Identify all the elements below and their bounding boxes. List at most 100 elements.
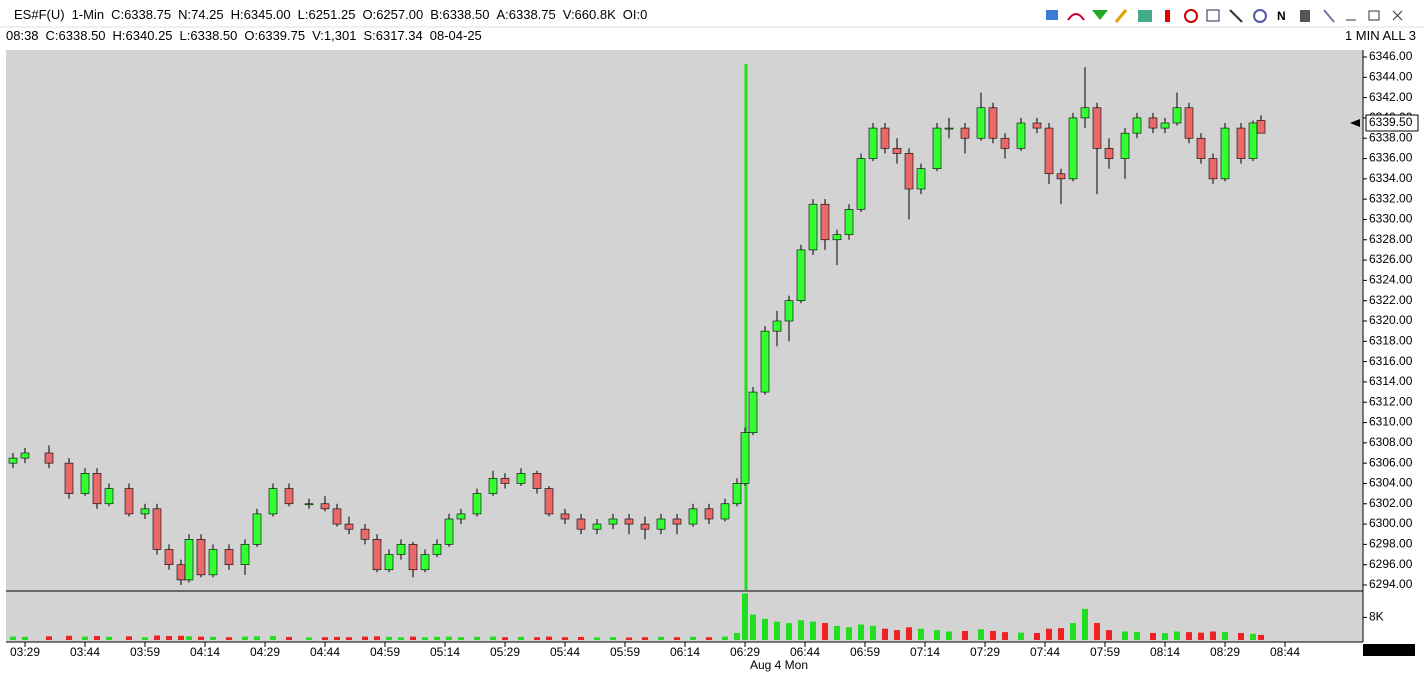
volume-bar: [1198, 632, 1204, 640]
volume-bar: [1150, 632, 1156, 640]
candle-body: [1104, 148, 1114, 159]
candle-body: [472, 493, 482, 515]
volume-bar: [774, 621, 780, 640]
volume-bar: [1070, 623, 1076, 640]
tool-icon[interactable]: [1067, 13, 1085, 21]
y-tick-label: 6298.00: [1369, 537, 1413, 551]
tool-icon[interactable]: [1138, 10, 1152, 22]
header-field: H:6345.00: [230, 7, 291, 22]
volume-bar: [22, 636, 28, 640]
tool-icon[interactable]: [1229, 9, 1243, 23]
tool-icon[interactable]: N: [1277, 9, 1286, 23]
volume-bar: [166, 636, 172, 640]
tool-icon[interactable]: [1253, 9, 1267, 23]
x-tick-label: 03:29: [10, 645, 40, 659]
volume-bar: [82, 636, 88, 640]
volume-bar: [962, 630, 968, 640]
symbol-header: ES#F(U) 1-Min C:6338.75 N:74.25 H:6345.00 L:6…: [14, 7, 647, 22]
volume-bar: [658, 636, 664, 640]
candle-body: [832, 234, 842, 241]
tool-icon[interactable]: [1165, 10, 1170, 22]
y-tick-label: 6294.00: [1369, 577, 1413, 591]
candle-body: [396, 544, 406, 555]
tool-icon[interactable]: [1206, 9, 1220, 22]
candle-body: [196, 539, 206, 576]
y-tick-label: 6314.00: [1369, 374, 1413, 388]
header-field: C:6338.75: [111, 7, 172, 22]
candle-body: [320, 503, 330, 510]
x-tick-label: 06:44: [790, 645, 820, 659]
x-tick-label: 05:29: [490, 645, 520, 659]
volume-bar: [322, 637, 328, 640]
scroll-block[interactable]: [1363, 644, 1415, 656]
candle-body: [268, 488, 278, 515]
left-edge: [0, 50, 6, 642]
volume-bar: [1258, 634, 1264, 640]
candle-body: [760, 330, 770, 393]
volume-bar: [154, 635, 160, 640]
bar-info-field: L:6338.50: [179, 28, 238, 43]
volume-bar: [210, 636, 216, 640]
x-tick-label: 07:14: [910, 645, 940, 659]
candle-body: [672, 518, 682, 525]
volume-bar: [186, 636, 192, 640]
candle-body: [592, 523, 602, 530]
candle-body: [408, 544, 418, 571]
volume-bar: [546, 636, 552, 640]
header-field: OI:0: [622, 7, 648, 22]
tool-icon[interactable]: [1300, 10, 1310, 22]
x-tick-label: 06:29: [730, 645, 760, 659]
tool-icon[interactable]: [1323, 9, 1335, 23]
timeframe: 1 MIN ALL 3: [1344, 28, 1416, 43]
volume-bar: [386, 636, 392, 640]
x-tick-label: 08:29: [1210, 645, 1240, 659]
bar-info-field: S:6317.34: [363, 28, 423, 43]
candle-body: [1172, 107, 1182, 124]
x-tick-label: 04:14: [190, 645, 220, 659]
volume-bar: [706, 637, 712, 640]
candle-body: [944, 127, 954, 130]
candle-body: [976, 107, 986, 139]
candle-body: [1056, 173, 1066, 180]
y-tick-label: 6326.00: [1369, 252, 1413, 266]
y-tick-label: 6316.00: [1369, 354, 1413, 368]
candle-body: [80, 473, 90, 494]
bar-info-field: 08:38: [6, 28, 39, 43]
candle-body: [92, 473, 102, 505]
candle-body: [1032, 122, 1042, 129]
maximize-button[interactable]: [1368, 10, 1380, 21]
candle-body: [372, 539, 382, 571]
y-tick-label: 6304.00: [1369, 476, 1413, 490]
candle-body: [916, 168, 926, 190]
volume-bar: [142, 637, 148, 640]
candle-body: [560, 513, 570, 520]
y-tick-label: 6308.00: [1369, 435, 1413, 449]
price-marker-label: 6339.50: [1369, 115, 1413, 129]
x-tick-label: 05:14: [430, 645, 460, 659]
volume-bar: [834, 625, 840, 640]
volume-bar: [226, 637, 232, 640]
volume-bar: [1250, 633, 1256, 640]
volume-bar: [742, 593, 748, 640]
volume-bar: [434, 636, 440, 640]
tool-icon[interactable]: [1046, 10, 1058, 20]
volume-bar: [934, 630, 940, 640]
close-button[interactable]: [1392, 10, 1403, 21]
volume-bar: [534, 637, 540, 640]
tool-icon[interactable]: [1184, 9, 1198, 23]
tool-icon[interactable]: [1114, 9, 1128, 23]
volume-bar: [734, 632, 740, 640]
candle-body: [1196, 137, 1206, 159]
price-marker-box: [1365, 114, 1419, 132]
candle-body: [796, 249, 806, 301]
tool-icon[interactable]: [1092, 10, 1108, 20]
volume-bar: [1122, 631, 1128, 640]
candle-body: [8, 457, 18, 464]
volume-bar: [1082, 608, 1088, 640]
candle-body: [516, 473, 526, 484]
volume-bar: [446, 636, 452, 640]
candle-body: [1132, 117, 1142, 134]
candle-body: [284, 488, 294, 505]
volume-bar: [178, 635, 184, 640]
candle-body: [1220, 127, 1230, 180]
